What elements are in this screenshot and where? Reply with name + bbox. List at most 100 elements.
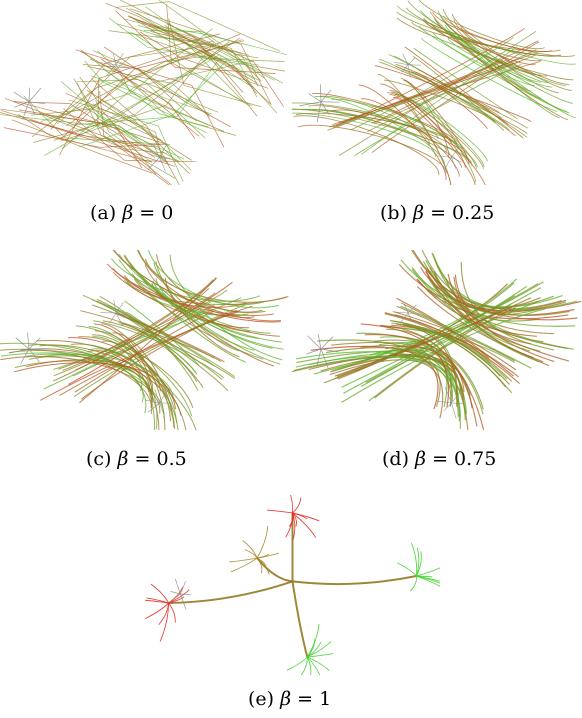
graph-edge — [115, 64, 123, 75]
graph-edge — [306, 348, 322, 355]
graph-edge — [403, 79, 470, 165]
graph-edge — [307, 641, 332, 658]
graph-edge — [403, 303, 409, 314]
graph-edge — [297, 124, 447, 174]
graph-edge — [417, 279, 537, 337]
graph-edge — [412, 56, 505, 131]
graph-edge — [68, 99, 184, 182]
graph-edge — [416, 575, 440, 584]
graph-edge — [103, 46, 231, 128]
graph-edge — [320, 101, 330, 115]
graph-edge — [308, 93, 322, 103]
graph-edge — [158, 0, 259, 59]
graph-edge — [115, 64, 131, 69]
graph-edge — [60, 40, 245, 140]
graph-edge — [116, 1, 281, 52]
graph-edge — [128, 15, 285, 72]
graph-edge — [350, 36, 514, 131]
graph-edge — [39, 344, 182, 416]
graph-edge — [145, 399, 160, 404]
graph-edge — [292, 108, 472, 164]
graph-edge — [141, 277, 282, 343]
graph-edge — [148, 250, 280, 309]
graph-edge — [256, 557, 267, 568]
graph-edge — [110, 351, 178, 423]
graph-edge — [292, 512, 308, 520]
graph-edge — [76, 82, 176, 179]
caption-a: (a) β = 0 — [90, 202, 173, 224]
graph-edge — [105, 2, 258, 84]
graph-edge — [443, 402, 452, 411]
graph-edge — [453, 276, 532, 345]
graph-edge — [115, 312, 123, 326]
beta-value: 1 — [319, 688, 332, 710]
graph-edge — [168, 602, 176, 623]
graph-edge — [0, 342, 144, 403]
graph-edge — [320, 336, 334, 350]
graph-edge — [407, 57, 416, 65]
graph-edge — [159, 157, 166, 172]
figure-panel-c — [0, 250, 290, 430]
graph-edge — [347, 60, 541, 122]
graph-drawing-a — [0, 0, 287, 185]
graph-edge — [9, 348, 30, 354]
graph-edge — [410, 71, 516, 137]
graph-edge — [150, 583, 170, 604]
graph-edge — [360, 98, 460, 177]
graph-edge — [451, 392, 461, 404]
graph-edge — [391, 324, 490, 359]
graph-edge — [180, 593, 192, 596]
graph-edge — [111, 258, 260, 302]
graph-edge — [295, 355, 461, 418]
graph-edge — [290, 495, 294, 514]
graph-edge — [152, 143, 160, 158]
graph-edge — [377, 73, 451, 185]
graph-edge — [307, 335, 322, 350]
graph-edge — [79, 277, 217, 404]
beta-symbol: β — [280, 688, 292, 710]
graph-edge — [71, 343, 197, 430]
graph-edge — [374, 65, 532, 122]
graph-edge — [80, 50, 196, 139]
graph-edge — [159, 389, 169, 404]
graph-edge — [52, 54, 215, 122]
graph-edge — [447, 37, 553, 88]
graph-edge — [393, 61, 409, 66]
graph-drawing-d — [292, 250, 582, 430]
graph-edge — [293, 356, 452, 407]
graph-edge — [22, 101, 30, 120]
graph-edge — [0, 348, 153, 414]
graph-edge — [28, 348, 40, 363]
graph-edge — [23, 95, 171, 146]
graph-edge — [18, 114, 153, 163]
graph-edge — [137, 25, 259, 87]
graph-edge — [385, 345, 485, 430]
graph-edge — [28, 87, 31, 102]
graph-edge — [410, 542, 418, 577]
graph-edge — [159, 402, 164, 414]
graph-edge — [285, 512, 293, 538]
graph-edge — [256, 525, 269, 559]
figure-panel-e — [145, 495, 440, 675]
graph-edge — [432, 11, 552, 53]
graph-edge — [15, 337, 30, 350]
graph-edge — [394, 93, 485, 167]
graph-edge — [125, 7, 278, 114]
graph-edge — [256, 557, 263, 574]
graph-edge — [312, 109, 463, 169]
graph-edge — [20, 348, 30, 364]
graph-edge — [429, 11, 542, 100]
graph-edge — [168, 580, 293, 604]
graph-edge — [0, 108, 169, 163]
graph-edge — [28, 87, 42, 102]
graph-edge — [399, 312, 409, 324]
graph-edge — [423, 17, 542, 62]
graph-edge — [404, 46, 524, 139]
graph-edge — [299, 101, 322, 107]
graph-edge — [411, 250, 562, 310]
graph-edge — [113, 250, 266, 314]
graph-edge — [79, 59, 228, 148]
graph-edge — [144, 264, 251, 332]
graph-edge — [316, 348, 322, 366]
graph-edge — [124, 254, 281, 365]
